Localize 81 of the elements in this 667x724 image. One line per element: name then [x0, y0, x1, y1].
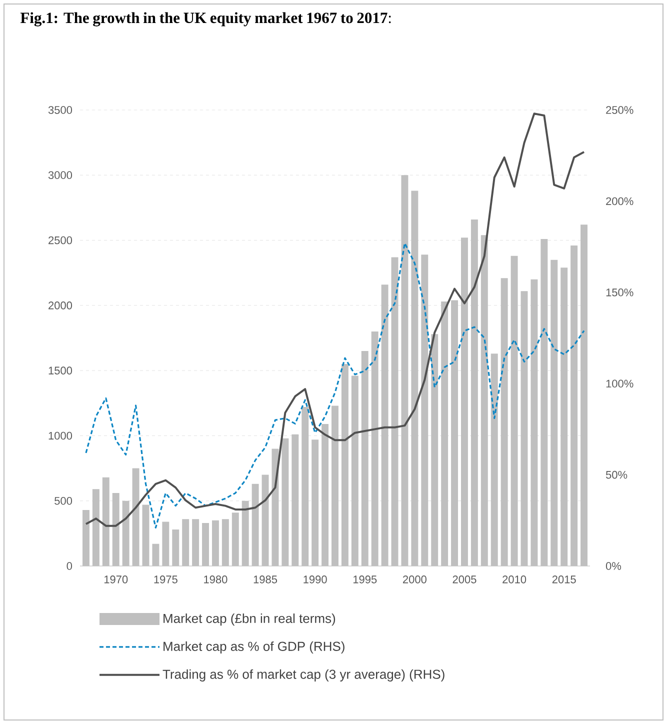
bar	[361, 351, 368, 566]
bar	[92, 489, 100, 566]
y2-tick-label: 100%	[606, 380, 634, 388]
y2-tick-label: 250%	[606, 106, 634, 114]
bar	[172, 530, 180, 566]
bar	[152, 544, 160, 566]
bar	[232, 512, 239, 566]
legend-label: Market cap (£bn in real terms)	[164, 614, 336, 626]
bar	[500, 278, 508, 566]
y2-tick-label: 0%	[606, 562, 622, 570]
bar	[441, 302, 448, 566]
x-tick-label: 1985	[254, 576, 278, 584]
x-tick-label: 1995	[353, 576, 377, 584]
bar	[82, 510, 90, 566]
x-tick-label: 2005	[452, 576, 476, 584]
x-tick-label: 1990	[304, 576, 327, 584]
bar	[332, 406, 338, 566]
bar	[122, 500, 130, 566]
bar	[381, 284, 388, 566]
bar	[192, 519, 200, 566]
legend-label: Trading as % of market cap (3 yr average) (RHS)	[162, 669, 444, 682]
y-tick-label: 500	[54, 496, 72, 505]
bar	[112, 493, 120, 566]
y-tick-label: 3000	[48, 171, 72, 180]
bar	[341, 364, 348, 566]
bar	[550, 260, 558, 566]
bar	[182, 519, 190, 566]
bar	[202, 523, 209, 566]
bar	[322, 424, 329, 566]
line-series	[84, 112, 586, 527]
bar	[401, 175, 408, 566]
x-tick-label: 1980	[204, 576, 228, 584]
x-tick-label: 2000	[403, 576, 426, 584]
bar	[391, 257, 398, 566]
bar	[252, 484, 259, 566]
bar	[451, 300, 458, 566]
bar	[102, 477, 110, 566]
y-tick-label: 3500	[48, 106, 72, 114]
bar	[142, 504, 150, 566]
bar	[272, 448, 279, 566]
bar	[282, 438, 289, 566]
bar	[312, 440, 319, 566]
bar	[351, 376, 358, 566]
bar	[292, 434, 299, 566]
bar	[580, 224, 588, 566]
y-tick-label: 1000	[48, 432, 72, 440]
bar	[162, 522, 170, 566]
line-series	[85, 242, 585, 528]
bar	[302, 407, 309, 566]
x-tick-label: 2015	[552, 576, 576, 584]
y-tick-label: 0	[66, 562, 72, 570]
bar	[371, 331, 378, 566]
bar	[470, 219, 478, 566]
bar	[461, 238, 468, 566]
bar	[222, 519, 229, 566]
bar	[520, 291, 528, 566]
y-tick-label: 1500	[48, 366, 72, 374]
bar	[490, 354, 498, 566]
y-tick-label: 2500	[48, 236, 72, 244]
bar	[411, 190, 418, 566]
bar	[480, 235, 488, 566]
y-tick-label: 2000	[48, 302, 72, 310]
bar	[431, 334, 438, 566]
bar	[540, 238, 548, 566]
y2-tick-label: 200%	[606, 197, 634, 206]
bar	[560, 268, 568, 566]
bar	[510, 256, 518, 566]
bar	[530, 279, 538, 566]
y2-tick-label: 50%	[606, 470, 628, 479]
legend-label: Market cap as % of GDP (RHS)	[164, 641, 344, 654]
bar	[262, 474, 269, 566]
bar	[421, 254, 428, 566]
bar	[132, 468, 140, 566]
x-tick-label: 2010	[502, 576, 526, 584]
bar	[242, 500, 249, 566]
x-tick-label: 1970	[104, 576, 128, 584]
y2-tick-label: 150%	[606, 288, 634, 296]
x-tick-label: 1975	[154, 576, 178, 584]
bar	[212, 520, 219, 566]
bar	[570, 245, 578, 566]
chart-title: Fig.1: The growth in the UK equity market 1967 to 2017:	[20, 12, 391, 26]
